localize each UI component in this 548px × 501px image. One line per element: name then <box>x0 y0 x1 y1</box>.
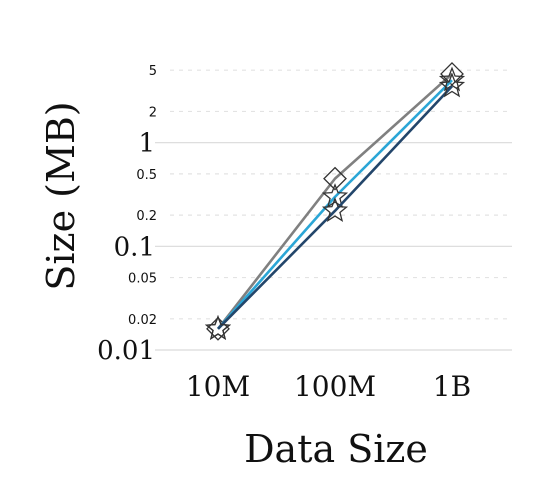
series-layer <box>204 62 466 341</box>
y-tick-labels: 0.01 0.1 1 0.02 0.05 0.2 0.5 2 5 <box>97 64 157 366</box>
star-marker <box>321 183 349 209</box>
y-tick-label-minor: 0.5 <box>136 168 157 183</box>
grid <box>155 69 512 351</box>
star-marker <box>321 197 349 222</box>
y-tick-label: 0.1 <box>114 232 155 262</box>
star-marker <box>438 66 466 92</box>
x-tick-labels: 10M 100M 1B <box>186 370 471 403</box>
y-tick-label-minor: 0.05 <box>128 272 157 287</box>
diamond-marker <box>323 166 347 191</box>
x-tick-label: 1B <box>433 370 471 403</box>
y-tick-label: 1 <box>138 129 155 159</box>
y-tick-label-minor: 0.02 <box>128 313 157 328</box>
series-2 <box>204 72 466 340</box>
y-tick-label-minor: 2 <box>149 105 157 120</box>
series-line <box>217 85 453 330</box>
y-axis-label: Size (MB) <box>39 101 83 290</box>
y-tick-label: 0.01 <box>97 336 155 366</box>
x-tick-label: 100M <box>294 370 376 403</box>
y-tick-label-minor: 0.2 <box>136 209 157 224</box>
series-line <box>216 72 453 330</box>
x-axis-label: Data Size <box>244 427 428 471</box>
series-line <box>217 79 453 330</box>
series-1 <box>204 66 466 340</box>
star-marker <box>204 315 232 340</box>
y-tick-label-minor: 5 <box>149 64 157 79</box>
star-marker <box>438 72 466 98</box>
x-tick-label: 10M <box>186 370 250 403</box>
